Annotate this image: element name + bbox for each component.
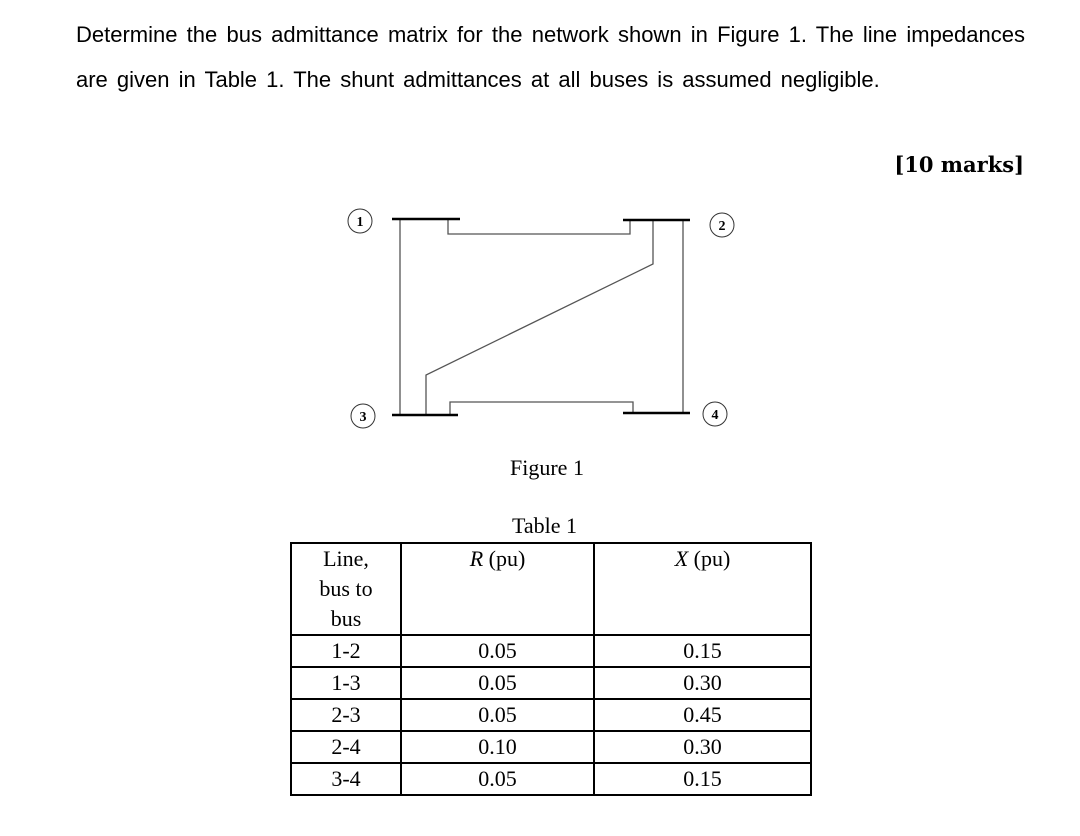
- bus-circle-4: [702, 401, 728, 427]
- network-diagram: 1 2 3 4: [347, 208, 735, 429]
- question-text: Determine the bus admittance matrix for …: [76, 22, 1025, 92]
- header-r: R (pu): [400, 542, 595, 636]
- table-row: 1-3 0.05 0.30: [290, 666, 812, 700]
- bus-circle-2: [709, 212, 735, 238]
- line-1-2: [447, 219, 631, 235]
- figure-caption: Figure 1: [510, 455, 584, 480]
- bus-label-2: 2: [719, 219, 726, 234]
- table-caption: Table 1: [512, 513, 578, 538]
- line-2-3: [425, 220, 654, 415]
- table-row: 2-3 0.05 0.45: [290, 698, 812, 732]
- bus-label-4: 4: [712, 408, 719, 423]
- bus-circle-3: [350, 403, 376, 429]
- header-x: X (pu): [593, 542, 812, 636]
- bus-label-3: 3: [360, 410, 367, 425]
- marks-label: [10 marks]: [894, 152, 1024, 177]
- table-row: 3-4 0.05 0.15: [290, 762, 812, 796]
- table-row: 1-2 0.05 0.15: [290, 634, 812, 668]
- bus-circle-1: [347, 208, 373, 234]
- line-3-4: [449, 401, 634, 415]
- table-row: 2-4 0.10 0.30: [290, 730, 812, 764]
- line-impedance-table: Line, bus to bus R (pu) X (pu) 1-2 0.05 0.…: [290, 542, 812, 796]
- header-line: Line, bus to bus: [290, 542, 402, 636]
- bus-label-1: 1: [357, 215, 364, 230]
- table-header-row: Line, bus to bus R (pu) X (pu): [290, 542, 812, 636]
